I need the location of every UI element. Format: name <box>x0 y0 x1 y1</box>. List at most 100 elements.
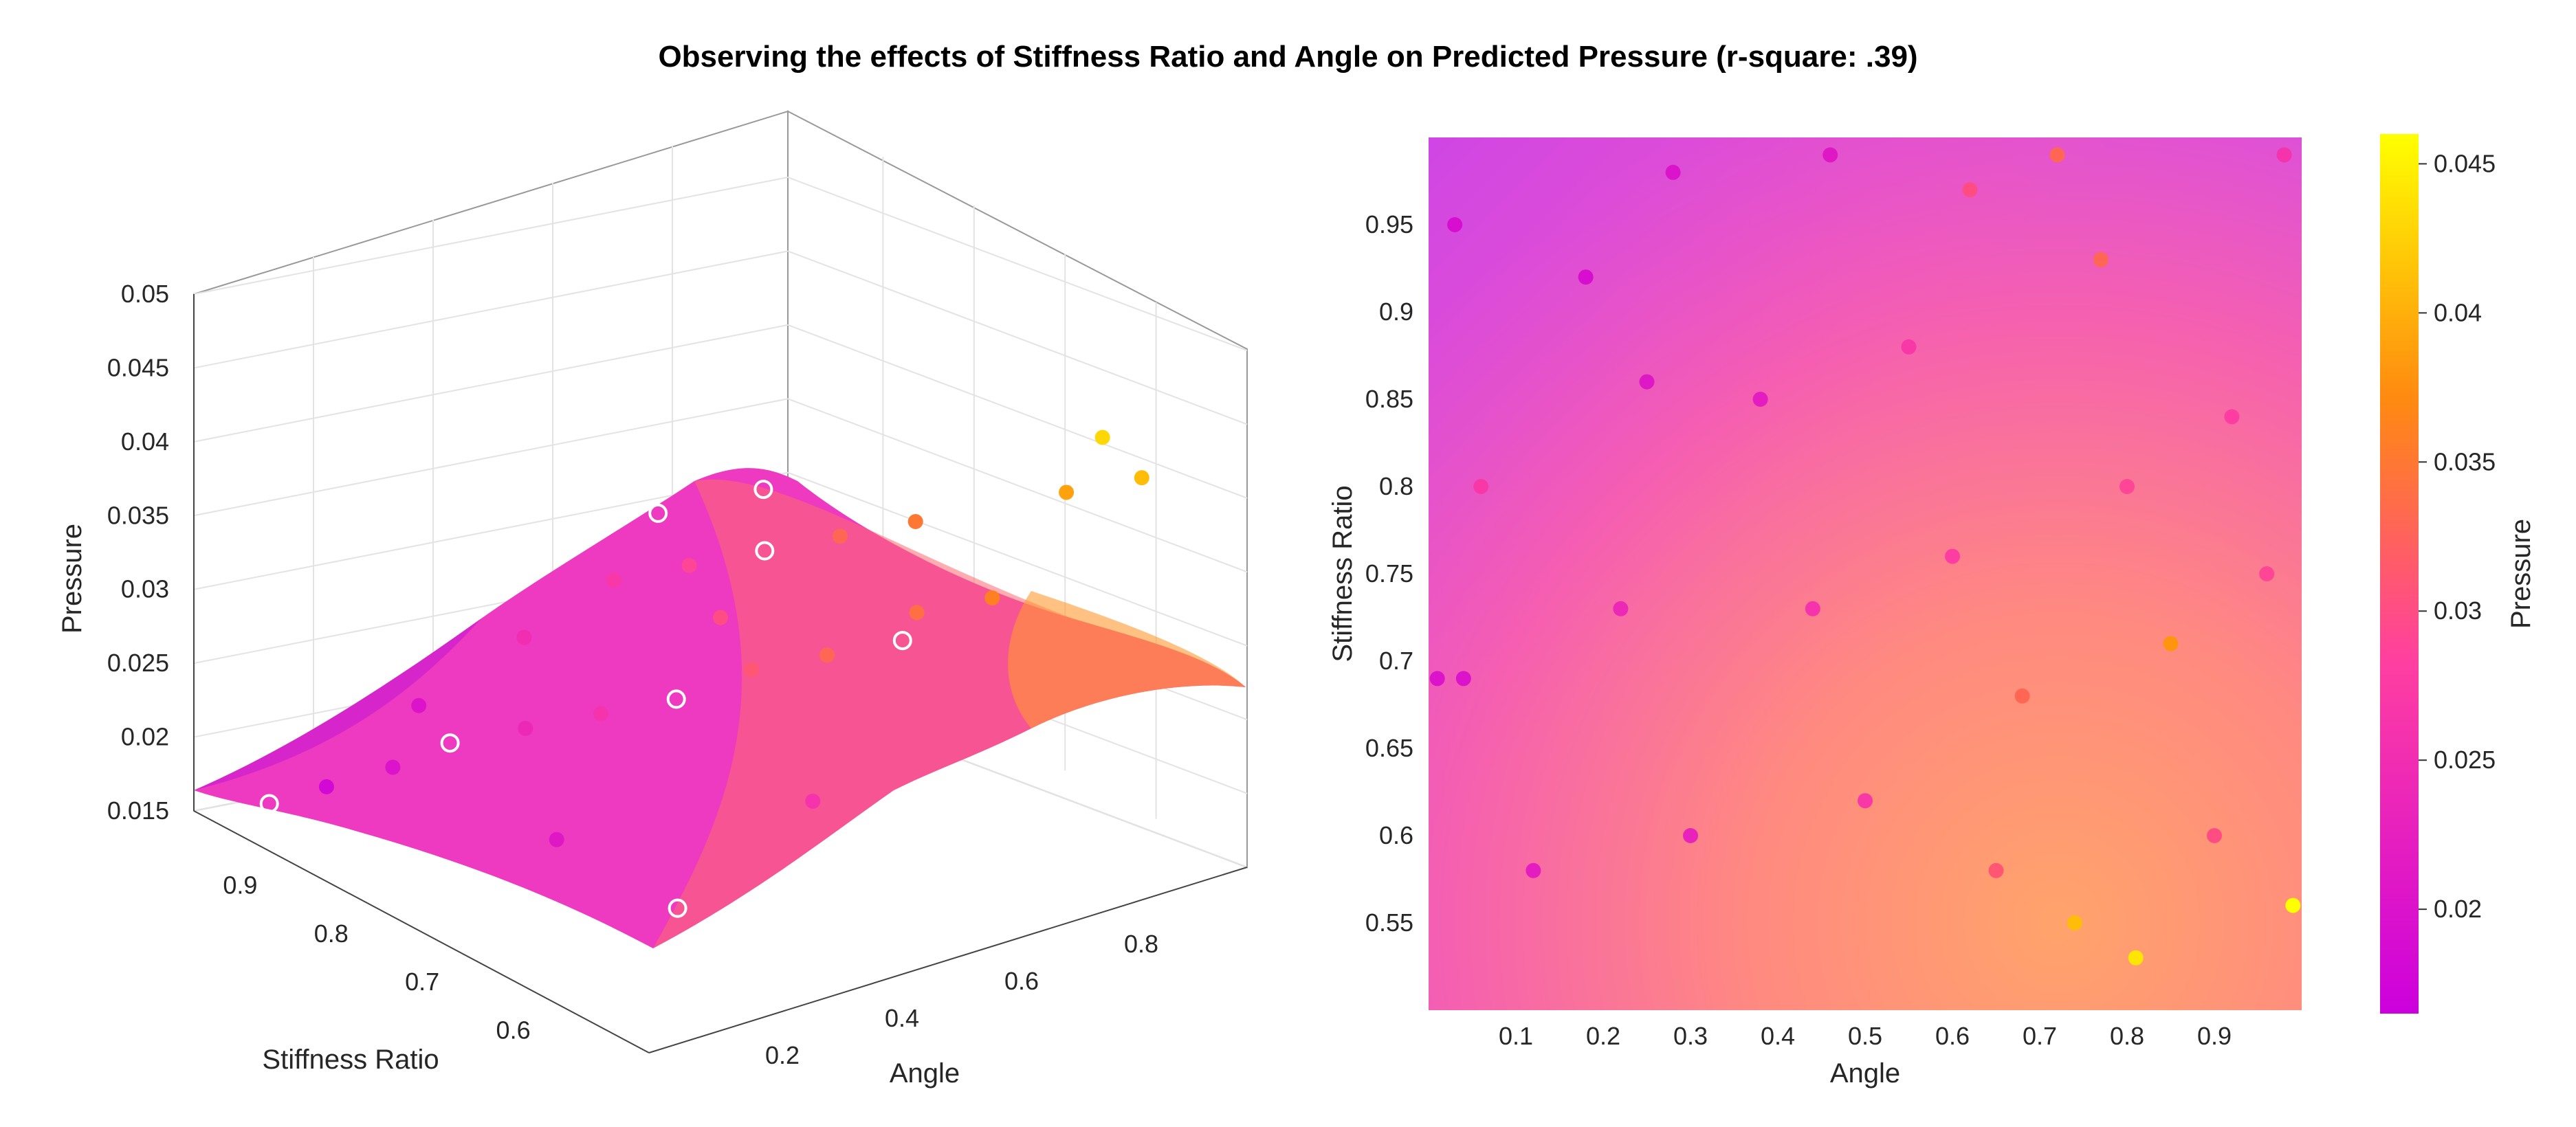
z-tick-label: 0.02 <box>121 723 169 751</box>
heatmap-y-tick-label: 0.75 <box>1365 559 1413 588</box>
heatmap-x-tick-label: 0.7 <box>2023 1022 2057 1050</box>
scatter-point-3d <box>713 610 728 625</box>
scatter-point-2d <box>1613 601 1629 616</box>
scatter-points-3d <box>259 414 1209 918</box>
x-tick-label: 0.4 <box>885 1004 919 1032</box>
y-tick-label: 0.7 <box>405 968 439 996</box>
heatmap-x-tick-label: 0.6 <box>1935 1022 1970 1050</box>
x-tick-label: 0.8 <box>1124 930 1158 958</box>
heatmap-x-axis-label: Angle <box>1830 1058 1900 1089</box>
grid-line-z <box>787 177 1248 351</box>
grid-line-z <box>193 398 789 517</box>
heatmap-x-tick-label: 0.1 <box>1499 1022 1533 1050</box>
colorbar-tick-label: 0.025 <box>2434 746 2496 774</box>
scatter-point-3d <box>518 720 533 736</box>
scatter-point-3d <box>259 794 279 814</box>
scatter-point-2d <box>1962 182 1978 198</box>
heatmap-x-tick-label: 0.3 <box>1673 1022 1708 1050</box>
colorbar-gradient <box>2380 134 2419 1014</box>
colorbar-label: Pressure <box>2506 519 2536 629</box>
z-axis-label: Pressure <box>57 524 87 634</box>
heatmap-x-tick-label: 0.5 <box>1848 1022 1882 1050</box>
scatter-point-2d <box>1988 862 2004 878</box>
scatter-point-3d <box>1189 414 1209 434</box>
heatmap-plot: 0.1 0.2 0.3 0.4 0.5 0.6 0.7 0.8 0.9 0.55 0.6 0.65 0.… <box>1328 137 2302 1089</box>
scatter-point-3d <box>981 497 1001 517</box>
scatter-point-3d <box>385 759 401 775</box>
colorbar-tick-label: 0.04 <box>2434 298 2482 326</box>
scatter-point-2d <box>2093 252 2109 267</box>
surface <box>194 468 1246 948</box>
scatter-point-2d <box>1455 671 1471 687</box>
heatmap-x-tick-label: 0.2 <box>1586 1022 1620 1050</box>
scatter-point-3d <box>744 662 760 678</box>
grid-line-z <box>787 471 1248 647</box>
y-tick-label: 0.6 <box>496 1016 531 1045</box>
z-tick-label: 0.03 <box>121 575 169 603</box>
scatter-point-2d <box>1901 339 1917 355</box>
scatter-point-3d <box>909 605 925 621</box>
colorbar-ticks: 0.02 0.025 0.03 0.035 0.04 0.045 <box>2419 149 2496 923</box>
heatmap-x-tick-label: 0.9 <box>2197 1022 2232 1050</box>
scatter-point-2d <box>2049 147 2065 163</box>
scatter-point-3d <box>666 689 686 709</box>
scatter-point-3d <box>411 698 427 713</box>
colorbar: 0.02 0.025 0.03 0.035 0.04 0.045 Pressure <box>2380 134 2536 1014</box>
scatter-point-3d <box>1059 484 1075 500</box>
x-axis-label: Angle <box>890 1058 960 1089</box>
colorbar-tick-label: 0.045 <box>2434 149 2496 177</box>
colorbar-tick-label: 0.02 <box>2434 895 2482 923</box>
floor-edges <box>193 294 1248 1053</box>
z-tick-label: 0.015 <box>107 796 169 825</box>
heatmap-y-tick-label: 0.6 <box>1379 821 1413 849</box>
colorbar-tick-label: 0.035 <box>2434 447 2496 476</box>
z-tick-label: 0.035 <box>107 501 169 529</box>
tick-labels-3d: 0.015 0.02 0.025 0.03 0.035 0.04 0.045 0.05 0.2 0… <box>107 280 1158 1069</box>
grid-line-z <box>193 250 789 369</box>
grid-line-z <box>787 324 1248 499</box>
scatter-point-2d <box>1665 164 1681 180</box>
grid-line-z <box>787 398 1248 573</box>
scatter-point-2d <box>1429 671 1445 687</box>
x-tick-label: 0.2 <box>765 1041 800 1069</box>
x-tick-label: 0.6 <box>1004 967 1039 995</box>
z-tick-label: 0.04 <box>121 427 169 456</box>
scatter-point-3d <box>593 706 608 722</box>
scatter-point-3d <box>833 528 848 544</box>
scatter-point-2d <box>1639 374 1655 390</box>
scatter-point-2d <box>2163 636 2179 651</box>
scatter-point-2d <box>2128 950 2144 966</box>
scatter-point-3d <box>755 541 775 561</box>
scatter-point-3d <box>984 590 1000 606</box>
heatmap-y-tick-label: 0.9 <box>1379 298 1413 326</box>
scatter-point-2d <box>1752 392 1768 407</box>
scatter-point-2d <box>2014 688 2030 704</box>
scatter-point-2d <box>2120 479 2135 494</box>
z-tick-label: 0.025 <box>107 649 169 677</box>
scatter-point-2d <box>2285 897 2301 913</box>
scatter-point-2d <box>1945 548 1960 564</box>
heatmap-area <box>1429 137 2302 1010</box>
y-tick-label: 0.8 <box>314 919 349 948</box>
colorbar-tick-label: 0.03 <box>2434 596 2482 625</box>
scatter-points-2d <box>1429 147 2301 966</box>
scatter-point-3d <box>907 513 923 529</box>
grid-line-z <box>787 250 1248 425</box>
scatter-point-3d <box>549 832 564 847</box>
scatter-point-3d <box>681 557 697 573</box>
y-axis-label: Stiffness Ratio <box>262 1045 439 1075</box>
heatmap-y-tick-label: 0.7 <box>1379 647 1413 675</box>
scatter-point-3d <box>318 779 334 794</box>
scatter-point-2d <box>1683 828 1698 843</box>
scatter-point-2d <box>2224 409 2240 425</box>
scatter-point-2d <box>2259 566 2275 581</box>
scatter-point-3d <box>440 733 460 753</box>
scatter-point-2d <box>2276 147 2292 163</box>
heatmap-y-tick-label: 0.95 <box>1365 210 1413 238</box>
scatter-point-3d <box>753 480 773 500</box>
scatter-point-2d <box>1578 269 1594 285</box>
scatter-point-3d <box>805 793 821 809</box>
scatter-point-2d <box>1526 862 1541 878</box>
scatter-point-3d <box>668 898 687 918</box>
